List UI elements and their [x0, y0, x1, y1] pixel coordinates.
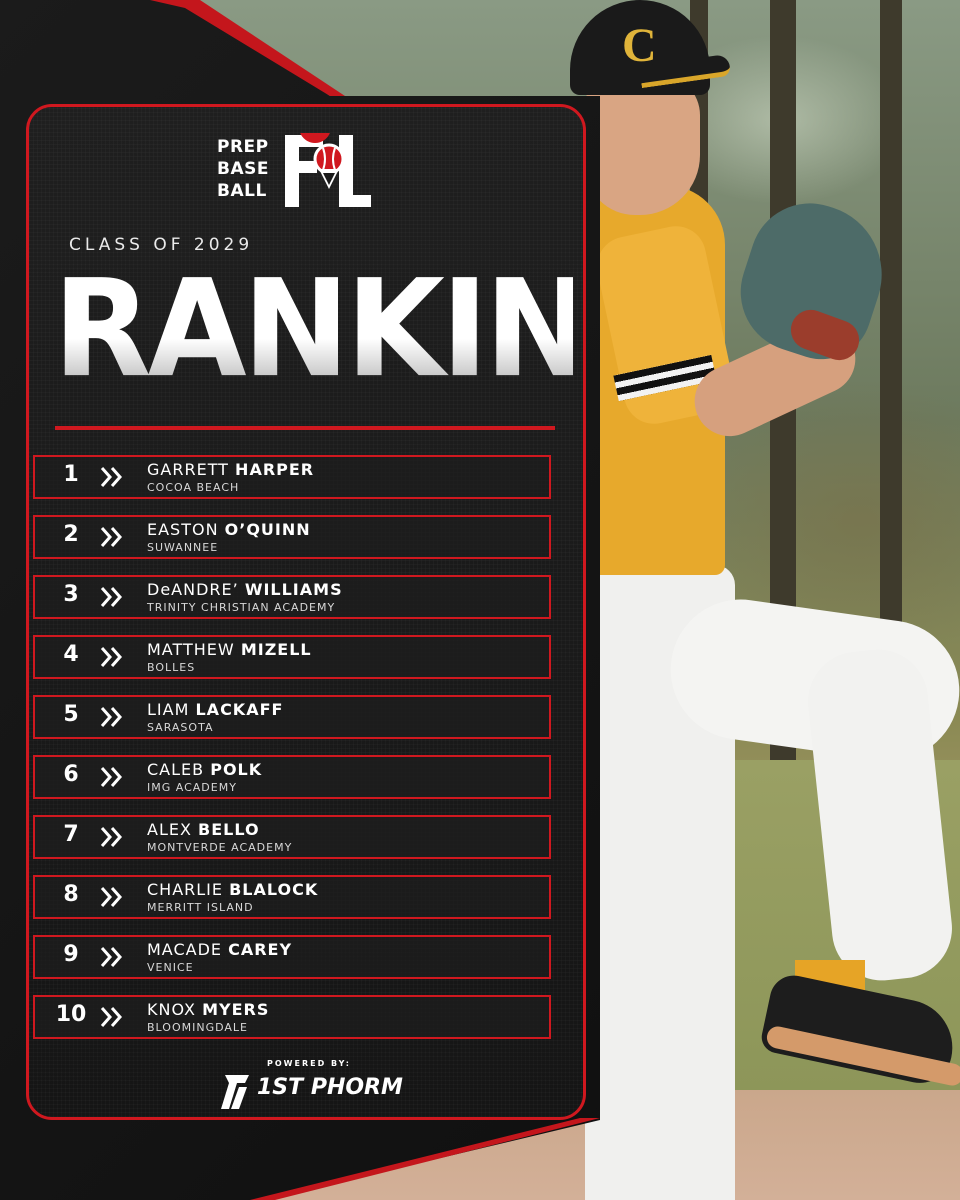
player-name: DeANDRE’ WILLIAMS — [147, 580, 343, 599]
double-chevron-right-icon — [100, 767, 123, 787]
rankings-card: PREP BASE BALL CLASS OF 2029 RANKINGS 1 G… — [26, 104, 586, 1120]
player-first-name: MACADE — [147, 940, 223, 959]
1st-phorm-logo-icon — [221, 1075, 249, 1109]
player-name: MATTHEW MIZELL — [147, 640, 312, 659]
ranking-row: 9 MACADE CAREY VENICE — [33, 935, 551, 979]
player-last-name: POLK — [210, 760, 263, 779]
rank-number: 6 — [63, 762, 79, 787]
player-name: EASTON O’QUINN — [147, 520, 311, 539]
player-last-name: BELLO — [198, 820, 260, 839]
double-chevron-right-icon — [100, 827, 123, 847]
rank-number: 5 — [63, 702, 79, 727]
player-first-name: CHARLIE — [147, 880, 224, 899]
player-school: MERRITT ISLAND — [147, 901, 254, 914]
ranking-row: 1 GARRETT HARPER COCOA BEACH — [33, 455, 551, 499]
ranking-row: 2 EASTON O’QUINN SUWANNEE — [33, 515, 551, 559]
page-title: RANKINGS — [53, 241, 583, 420]
ranking-row: 4 MATTHEW MIZELL BOLLES — [33, 635, 551, 679]
player-school: IMG ACADEMY — [147, 781, 237, 794]
rank-number: 4 — [63, 642, 79, 667]
player-school: VENICE — [147, 961, 194, 974]
player-last-name: MIZELL — [240, 640, 312, 659]
cap-letter-logo: C — [622, 19, 657, 72]
double-chevron-right-icon — [100, 647, 123, 667]
title-divider — [55, 426, 555, 430]
ranking-row: 3 DeANDRE’ WILLIAMS TRINITY CHRISTIAN ACAD… — [33, 575, 551, 619]
ranking-row: 7 ALEX BELLO MONTVERDE ACADEMY — [33, 815, 551, 859]
player-name: CALEB POLK — [147, 760, 262, 779]
player-name: ALEX BELLO — [147, 820, 260, 839]
pitcher-figure: C — [540, 0, 960, 1200]
player-first-name: EASTON — [147, 520, 219, 539]
ranking-row: 10 KNOX MYERS BLOOMINGDALE — [33, 995, 551, 1039]
rank-number: 2 — [63, 522, 79, 547]
player-school: TRINITY CHRISTIAN ACADEMY — [147, 601, 336, 614]
double-chevron-right-icon — [100, 887, 123, 907]
class-of-label: CLASS OF 2029 — [69, 235, 253, 255]
rank-number: 8 — [63, 882, 79, 907]
player-name: LIAM LACKAFF — [147, 700, 283, 719]
player-first-name: KNOX — [147, 1000, 196, 1019]
rank-number: 9 — [63, 942, 79, 967]
player-school: BOLLES — [147, 661, 196, 674]
sponsor-logo: 1ST PHORM — [219, 1069, 403, 1113]
player-school: COCOA BEACH — [147, 481, 240, 494]
player-school: BLOOMINGDALE — [147, 1021, 248, 1034]
player-name: CHARLIE BLALOCK — [147, 880, 318, 899]
player-name: KNOX MYERS — [147, 1000, 269, 1019]
player-first-name: DeANDRE’ — [147, 580, 239, 599]
player-last-name: WILLIAMS — [244, 580, 343, 599]
rank-number: 7 — [63, 822, 79, 847]
player-last-name: HARPER — [235, 460, 315, 479]
logo-line: BALL — [217, 181, 267, 201]
logo-wordmark: PREP BASE BALL — [217, 136, 269, 202]
player-school: SUWANNEE — [147, 541, 219, 554]
logo-line: PREP — [217, 137, 269, 157]
player-first-name: MATTHEW — [147, 640, 235, 659]
ranking-row: 5 LIAM LACKAFF SARASOTA — [33, 695, 551, 739]
player-last-name: CAREY — [228, 940, 293, 959]
sponsor-name: 1ST PHORM — [257, 1075, 403, 1100]
player-first-name: ALEX — [147, 820, 192, 839]
rank-number: 10 — [55, 1002, 87, 1027]
pitcher-face — [585, 75, 700, 215]
prep-baseball-fl-logo: PREP BASE BALL — [217, 133, 373, 209]
player-last-name: LACKAFF — [195, 700, 284, 719]
player-first-name: GARRETT — [147, 460, 229, 479]
player-last-name: O’QUINN — [224, 520, 311, 539]
fl-logo-mark — [285, 133, 371, 207]
double-chevron-right-icon — [100, 947, 123, 967]
logo-line: BASE — [217, 159, 269, 179]
player-first-name: LIAM — [147, 700, 190, 719]
player-school: MONTVERDE ACADEMY — [147, 841, 293, 854]
double-chevron-right-icon — [100, 587, 123, 607]
baseball-pin-icon — [300, 133, 345, 189]
ranking-row: 6 CALEB POLK IMG ACADEMY — [33, 755, 551, 799]
player-last-name: BLALOCK — [229, 880, 319, 899]
player-first-name: CALEB — [147, 760, 205, 779]
double-chevron-right-icon — [100, 467, 123, 487]
double-chevron-right-icon — [100, 707, 123, 727]
double-chevron-right-icon — [100, 527, 123, 547]
rank-number: 1 — [63, 462, 79, 487]
powered-by-label: POWERED BY: — [267, 1059, 351, 1068]
player-name: MACADE CAREY — [147, 940, 292, 959]
rank-number: 3 — [63, 582, 79, 607]
player-last-name: MYERS — [202, 1000, 270, 1019]
double-chevron-right-icon — [100, 1007, 123, 1027]
player-name: GARRETT HARPER — [147, 460, 314, 479]
player-school: SARASOTA — [147, 721, 214, 734]
ranking-row: 8 CHARLIE BLALOCK MERRITT ISLAND — [33, 875, 551, 919]
